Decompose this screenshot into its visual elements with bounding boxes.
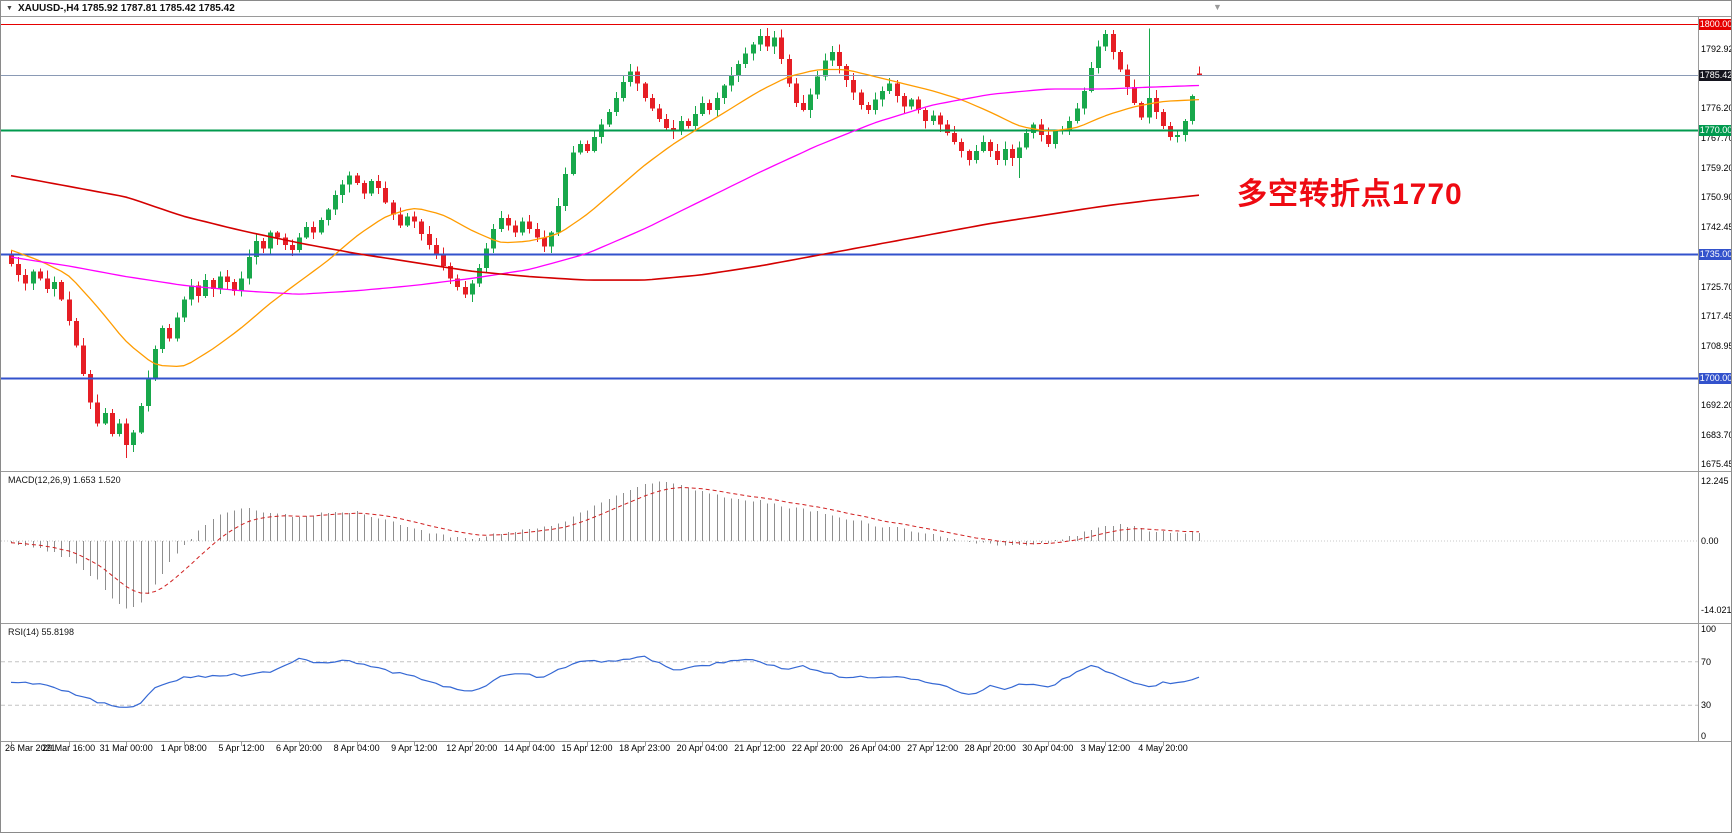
time-label: 29 Mar 16:00 (42, 743, 96, 753)
price-tick: 1692.20 (1701, 400, 1732, 410)
time-label: 15 Apr 12:00 (561, 743, 613, 753)
level-lines-layer (1, 24, 1698, 380)
quote-line: ▼ XAUUSD-,H4 1785.92 1787.81 1785.42 178… (6, 2, 235, 15)
ma-mid (10, 84, 1200, 295)
price-badge: 1735.00 (1699, 248, 1732, 260)
time-label: 20 Apr 04:00 (676, 743, 728, 753)
time-ticks (11, 742, 1164, 746)
moving-averages-layer (10, 68, 1200, 368)
macd-main-value: 1.653 (73, 475, 96, 485)
time-label: 28 Apr 20:00 (964, 743, 1016, 753)
price-tick: 1776.20 (1701, 103, 1732, 113)
time-label: 14 Apr 04:00 (503, 743, 555, 753)
rsi-scale-30: 30 (1701, 700, 1712, 710)
price-tick: 1767.70 (1701, 133, 1732, 143)
price-scale-column[interactable]: 1792.92 1776.20 1767.70 1759.20 1750.90 1742.… (1699, 1, 1732, 832)
symbol-dropdown-icon[interactable]: ▼ (6, 5, 13, 12)
time-label: 26 Mar 2021 (5, 743, 56, 753)
price-badge: 1700.00 (1699, 372, 1732, 384)
macd-signal-value: 1.520 (98, 475, 121, 485)
rsi-scale-100: 100 (1701, 624, 1717, 634)
chart-shift-marker-icon[interactable]: ▼ (1213, 2, 1222, 12)
macd-indicator-label: MACD(12,26,9) 1.653 1.520 (8, 475, 121, 485)
quote-ohlc-text: XAUUSD-,H4 1785.92 1787.81 1785.42 1785.… (17, 3, 235, 14)
macd-histogram (11, 481, 1200, 609)
price-badge: 1800.00 (1699, 18, 1732, 30)
time-label: 21 Apr 12:00 (734, 743, 786, 753)
annotation-turning-point: 多空转折点1770 (1237, 178, 1463, 211)
time-label: 27 Apr 12:00 (907, 743, 959, 753)
price-tick: 1708.95 (1701, 341, 1732, 351)
price-tick: 1759.20 (1701, 163, 1732, 173)
price-badge: 1770.00 (1699, 124, 1732, 136)
rsi-value: 55.8198 (41, 627, 75, 637)
time-label: 3 May 12:00 (1080, 743, 1131, 753)
price-tick: 1725.70 (1701, 282, 1732, 292)
price-tick: 1717.45 (1701, 311, 1732, 321)
candles-layer (9, 28, 1202, 459)
time-label: 30 Apr 04:00 (1022, 743, 1074, 753)
macd-layer (1, 481, 1698, 609)
time-label: 9 Apr 12:00 (391, 743, 438, 753)
time-label: 1 Apr 08:00 (160, 743, 207, 753)
rsi-name: RSI(14) (8, 627, 40, 637)
rsi-scale-0: 0 (1701, 731, 1707, 741)
ma-slow (10, 174, 1200, 281)
macd-scale-max: 12.245 (1701, 476, 1729, 486)
price-badge: 1785.42 (1699, 69, 1732, 81)
time-label: 18 Apr 23:00 (619, 743, 671, 753)
price-tick: 1742.45 (1701, 222, 1732, 232)
time-axis[interactable]: 26 Mar 2021 29 Mar 16:00 31 Mar 00:00 1 Apr… (1, 743, 1698, 756)
macd-scale-min: -14.021 (1701, 605, 1732, 615)
price-tick: 1792.92 (1701, 44, 1732, 54)
time-label: 12 Apr 20:00 (446, 743, 498, 753)
rsi-layer (1, 655, 1698, 708)
price-tick: 1683.70 (1701, 430, 1732, 440)
time-label: 26 Apr 04:00 (849, 743, 901, 753)
macd-name: MACD(12,26,9) (8, 475, 71, 485)
time-label: 4 May 20:00 (1138, 743, 1188, 753)
price-tick: 1675.45 (1701, 459, 1732, 469)
time-label: 31 Mar 00:00 (99, 743, 153, 753)
panel-frame (1, 16, 1731, 742)
time-label: 6 Apr 20:00 (275, 743, 323, 753)
price-tick: 1750.90 (1701, 192, 1732, 202)
rsi-scale-70: 70 (1701, 657, 1712, 667)
macd-signal-line (10, 487, 1200, 594)
rsi-line (10, 655, 1200, 708)
time-label: 22 Apr 20:00 (791, 743, 843, 753)
rsi-indicator-label: RSI(14) 55.8198 (8, 627, 74, 637)
ma-fast (10, 68, 1200, 368)
macd-scale-zero: 0.00 (1701, 536, 1719, 546)
time-label: 8 Apr 04:00 (333, 743, 380, 753)
time-label: 5 Apr 12:00 (218, 743, 265, 753)
